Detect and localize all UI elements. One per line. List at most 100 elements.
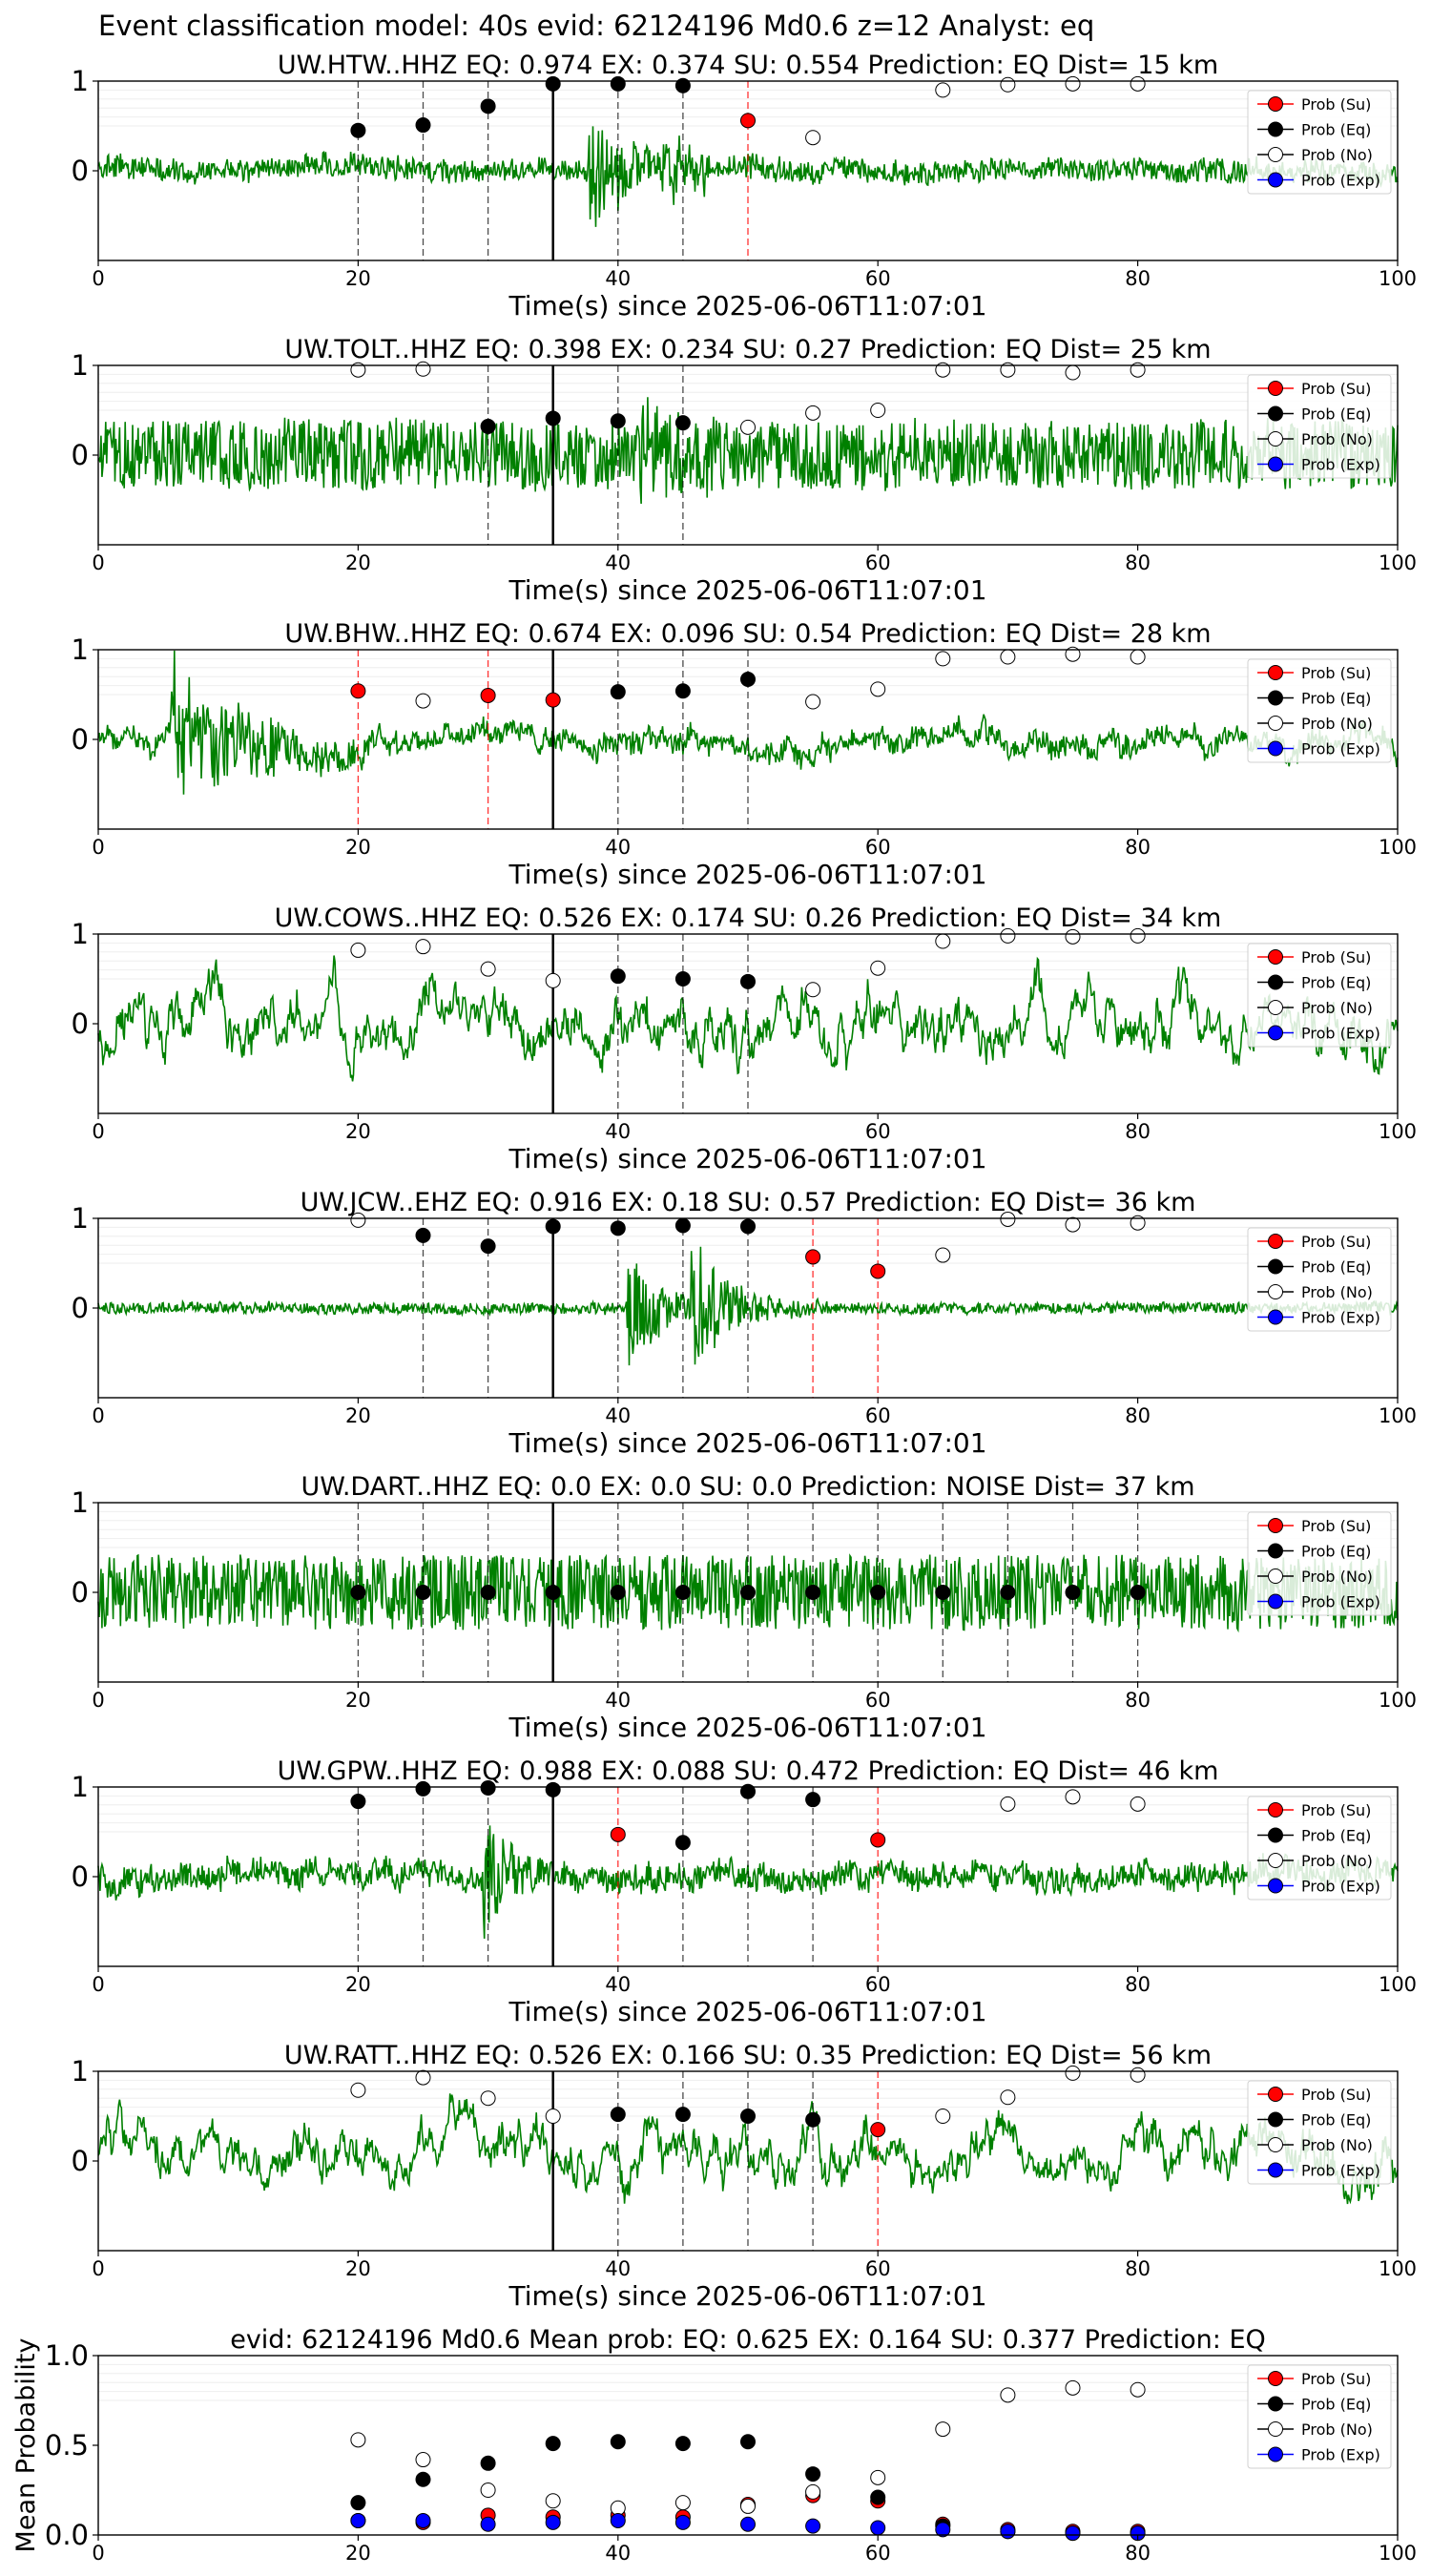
x-axis-label: Time(s) since 2025-06-06T11:07:01 (508, 1143, 986, 1174)
legend-label-exp: Prob (Exp) (1301, 456, 1380, 474)
legend-label-no: Prob (No) (1301, 1568, 1373, 1586)
legend-marker-exp (1268, 456, 1283, 472)
prob-marker-no (415, 939, 431, 955)
y-tick-label: 1.0 (45, 2339, 89, 2372)
station-panel: UW.RATT..HHZ EQ: 0.526 EX: 0.166 SU: 0.3… (72, 2041, 1418, 2312)
prob-marker-eq (545, 1781, 561, 1797)
legend-label-su: Prob (Su) (1301, 1517, 1371, 1535)
x-tick-label: 0 (92, 1973, 104, 1996)
legend-label-su: Prob (Su) (1301, 664, 1371, 682)
legend-marker-su (1268, 1234, 1283, 1249)
legend-box (1247, 2364, 1392, 2469)
mean-marker-no (674, 2495, 691, 2511)
prob-marker-su (545, 692, 561, 708)
legend-box (1247, 658, 1392, 763)
panel-title: UW.JCW..EHZ EQ: 0.916 EX: 0.18 SU: 0.57 … (301, 1188, 1196, 1217)
mean-marker-exp (1000, 2524, 1016, 2540)
x-axis-label: Time(s) since 2025-06-06T11:07:01 (508, 1427, 986, 1459)
x-tick-label: 0 (92, 2257, 104, 2280)
prob-marker-eq (545, 75, 561, 92)
mean-marker-exp (350, 2512, 366, 2528)
prob-marker-eq (480, 98, 496, 114)
mean-marker-no (415, 2452, 431, 2468)
legend-label-no: Prob (No) (1301, 430, 1373, 448)
y-tick-label: 0 (72, 1008, 89, 1040)
prob-marker-su (610, 1826, 626, 1842)
panel-title: UW.HTW..HHZ EQ: 0.974 EX: 0.374 SU: 0.55… (278, 51, 1218, 80)
legend-label-exp: Prob (Exp) (1301, 1309, 1380, 1327)
legend-label-exp: Prob (Exp) (1301, 1025, 1380, 1043)
prob-marker-eq (610, 968, 626, 985)
x-tick-label: 60 (865, 836, 891, 859)
y-tick-label: 0 (72, 723, 89, 756)
legend-label-no: Prob (No) (1301, 1283, 1373, 1301)
prob-marker-no (1000, 649, 1016, 665)
legend-label-eq: Prob (Eq) (1301, 2111, 1371, 2129)
legend-label-no: Prob (No) (1301, 999, 1373, 1017)
prob-marker-eq (674, 77, 691, 93)
mean-marker-no (1130, 2381, 1146, 2398)
legend-marker-no (1268, 147, 1283, 162)
prob-marker-eq (610, 75, 626, 92)
x-axis-label: Time(s) since 2025-06-06T11:07:01 (508, 574, 986, 606)
mean-marker-no (480, 2483, 496, 2498)
mean-probability-panel: evid: 62124196 Md0.6 Mean prob: EQ: 0.62… (11, 2325, 1417, 2565)
legend-marker-eq (1268, 974, 1283, 990)
prob-marker-eq (740, 973, 756, 989)
prob-marker-eq (1130, 1585, 1146, 1600)
x-tick-label: 0 (92, 2542, 104, 2565)
y-tick-label: 0 (72, 1576, 89, 1609)
prob-marker-eq (350, 122, 366, 138)
prob-marker-eq (545, 1218, 561, 1235)
legend-label-su: Prob (Su) (1301, 380, 1371, 398)
legend: Prob (Su) Prob (Eq) Prob (No) Prob (Exp) (1247, 90, 1392, 195)
legend-label-no: Prob (No) (1301, 2136, 1373, 2154)
prob-marker-eq (610, 413, 626, 429)
panel-title: UW.TOLT..HHZ EQ: 0.398 EX: 0.234 SU: 0.2… (284, 335, 1211, 364)
legend-marker-su (1268, 1518, 1283, 1533)
x-tick-label: 60 (865, 1404, 891, 1427)
prob-marker-eq (350, 1794, 366, 1810)
x-tick-label: 0 (92, 1689, 104, 1712)
prob-marker-no (1130, 649, 1146, 665)
x-tick-label: 20 (345, 1404, 371, 1427)
prob-marker-no (415, 361, 431, 377)
prob-marker-eq (480, 1779, 496, 1796)
legend-label-exp: Prob (Exp) (1301, 2446, 1380, 2464)
legend-label-eq: Prob (Eq) (1301, 121, 1371, 139)
x-tick-label: 80 (1125, 1120, 1151, 1143)
prob-marker-no (935, 362, 951, 378)
legend: Prob (Su) Prob (Eq) Prob (No) Prob (Exp) (1247, 2364, 1392, 2469)
prob-marker-eq (480, 1585, 496, 1600)
prob-marker-su (870, 1263, 886, 1279)
prob-marker-eq (480, 418, 496, 434)
legend-label-exp: Prob (Exp) (1301, 172, 1380, 190)
prob-marker-no (870, 403, 886, 418)
prob-marker-no (1065, 646, 1081, 662)
x-tick-label: 20 (345, 1973, 371, 1996)
legend-label-eq: Prob (Eq) (1301, 1258, 1371, 1277)
x-tick-label: 20 (345, 836, 371, 859)
x-tick-label: 100 (1379, 836, 1417, 859)
prob-marker-no (1000, 362, 1016, 378)
prob-marker-eq (545, 1585, 561, 1600)
legend-box (1247, 1511, 1392, 1616)
legend-marker-su (1268, 949, 1283, 965)
legend-marker-eq (1268, 1827, 1283, 1843)
prob-marker-no (740, 419, 756, 435)
prob-marker-no (935, 1247, 951, 1263)
x-tick-label: 100 (1379, 1689, 1417, 1712)
legend-marker-eq (1268, 121, 1283, 137)
legend-marker-exp (1268, 2446, 1283, 2462)
waveform-trace (97, 1246, 1399, 1366)
y-tick-label: 0 (72, 2145, 89, 2177)
legend-label-su: Prob (Su) (1301, 1801, 1371, 1819)
x-tick-label: 80 (1125, 1404, 1151, 1427)
mean-marker-no (870, 2469, 886, 2485)
y-tick-label: 1 (72, 1486, 89, 1519)
station-panel: UW.HTW..HHZ EQ: 0.974 EX: 0.374 SU: 0.55… (72, 51, 1418, 322)
legend-box (1247, 1796, 1392, 1901)
mean-marker-eq (870, 2489, 886, 2505)
x-tick-label: 0 (92, 551, 104, 574)
